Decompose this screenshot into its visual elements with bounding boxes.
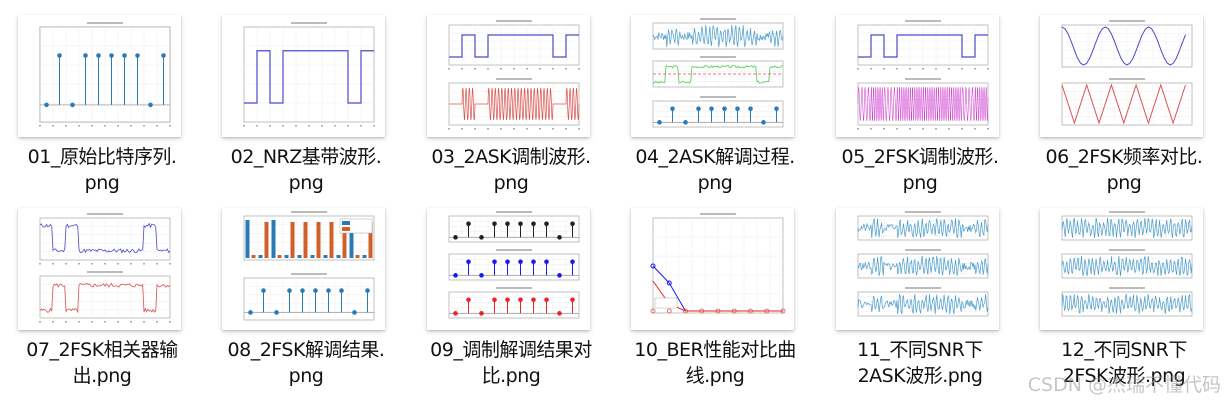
- file-name-line1: 12_不同SNR下: [1061, 339, 1187, 361]
- file-name-line1: 07_2FSK相关器输: [26, 339, 178, 361]
- file-name-line2: png: [1106, 172, 1142, 194]
- file-name[interactable]: 06_2FSK频率对比.png: [1022, 144, 1226, 196]
- file-thumbnail-fsk_snr[interactable]: [1040, 208, 1203, 330]
- file-name-line2: png: [288, 365, 324, 387]
- file-thumbnail-nrz[interactable]: [222, 15, 385, 137]
- file-thumbnail-ask_mod[interactable]: [427, 15, 590, 137]
- file-name[interactable]: 10_BER性能对比曲 线.png: [613, 337, 817, 389]
- file-name-line2: png: [493, 172, 529, 194]
- file-name-line2: 2FSK波形.png: [1062, 365, 1186, 387]
- watermark: CSDN @杰瑞不懂代码: [1027, 374, 1221, 396]
- file-thumbnail-ask_snr[interactable]: [836, 208, 999, 330]
- file-name-line2: 线.png: [685, 365, 745, 387]
- file-thumbnail-ask_demod[interactable]: [631, 15, 794, 137]
- file-name-line2: png: [288, 172, 324, 194]
- file-thumbnail-fsk_demod[interactable]: [222, 208, 385, 330]
- file-name-line2: png: [902, 172, 938, 194]
- file-thumbnail-fsk_freq[interactable]: [1040, 15, 1203, 137]
- file-name-line1: 04_2ASK解调过程.: [635, 146, 795, 168]
- file-name-line2: png: [84, 172, 120, 194]
- file-name-line1: 01_原始比特序列.: [27, 146, 177, 168]
- file-name[interactable]: 03_2ASK调制波形.png: [409, 144, 613, 196]
- file-name-line2: 2ASK波形.png: [857, 365, 983, 387]
- file-name[interactable]: 08_2FSK解调结果.png: [204, 337, 408, 389]
- file-name-line1: 05_2FSK调制波形.: [841, 146, 999, 168]
- file-name[interactable]: 07_2FSK相关器输 出.png: [0, 337, 204, 389]
- file-name[interactable]: 11_不同SNR下 2ASK波形.png: [818, 337, 1022, 389]
- file-name-line1: 09_调制解调结果对: [430, 339, 592, 361]
- file-name[interactable]: 05_2FSK调制波形.png: [818, 144, 1022, 196]
- file-name[interactable]: 02_NRZ基带波形.png: [204, 144, 408, 196]
- file-name-line1: 08_2FSK解调结果.: [227, 339, 385, 361]
- file-name-line1: 06_2FSK频率对比.: [1045, 146, 1203, 168]
- file-thumbnail-fsk_mod[interactable]: [836, 15, 999, 137]
- file-name-line1: 02_NRZ基带波形.: [230, 146, 382, 168]
- file-thumbnail-ber[interactable]: [631, 208, 794, 330]
- file-name-line1: 10_BER性能对比曲: [634, 339, 796, 361]
- file-name[interactable]: 04_2ASK解调过程.png: [613, 144, 817, 196]
- file-name-line2: 出.png: [72, 365, 132, 387]
- file-thumbnail-compare[interactable]: [427, 208, 590, 330]
- file-name[interactable]: 09_调制解调结果对 比.png: [409, 337, 613, 389]
- file-name-line2: 比.png: [481, 365, 541, 387]
- file-name-line1: 03_2ASK调制波形.: [431, 146, 591, 168]
- file-thumbnail-stem[interactable]: [18, 15, 181, 137]
- file-name[interactable]: 12_不同SNR下 2FSK波形.png: [1022, 337, 1226, 389]
- file-name[interactable]: 01_原始比特序列.png: [0, 144, 204, 196]
- file-thumbnail-fsk_corr[interactable]: [18, 208, 181, 330]
- file-name-line1: 11_不同SNR下: [857, 339, 983, 361]
- file-name-line2: png: [697, 172, 733, 194]
